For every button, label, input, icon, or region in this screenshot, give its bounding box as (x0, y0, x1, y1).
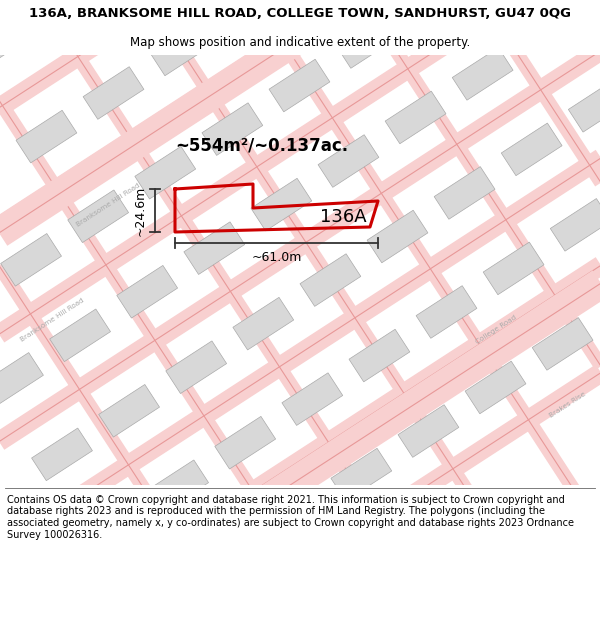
Polygon shape (16, 110, 77, 163)
Polygon shape (150, 23, 211, 76)
Polygon shape (532, 318, 593, 370)
Polygon shape (50, 309, 110, 362)
Text: ~61.0m: ~61.0m (251, 251, 302, 264)
Polygon shape (83, 67, 144, 119)
Polygon shape (300, 254, 361, 306)
Text: Contains OS data © Crown copyright and database right 2021. This information is : Contains OS data © Crown copyright and d… (7, 495, 574, 539)
Polygon shape (269, 59, 330, 112)
Polygon shape (434, 167, 495, 219)
Text: 136A, BRANKSOME HILL ROAD, COLLEGE TOWN, SANDHURST, GU47 0QG: 136A, BRANKSOME HILL ROAD, COLLEGE TOWN,… (29, 8, 571, 20)
Polygon shape (166, 341, 227, 394)
Polygon shape (202, 103, 263, 156)
Polygon shape (318, 135, 379, 188)
Polygon shape (68, 190, 128, 242)
Polygon shape (483, 242, 544, 295)
Polygon shape (233, 298, 294, 350)
Polygon shape (98, 384, 160, 437)
Polygon shape (117, 266, 178, 318)
Polygon shape (568, 79, 600, 132)
Polygon shape (148, 460, 209, 512)
Text: College Road: College Road (475, 314, 517, 346)
Polygon shape (398, 405, 459, 458)
Polygon shape (385, 91, 446, 144)
Text: ~24.6m: ~24.6m (134, 186, 147, 236)
Polygon shape (1, 234, 61, 286)
Text: Brakes Rise: Brakes Rise (549, 391, 587, 419)
Text: 136A: 136A (320, 208, 367, 226)
Polygon shape (465, 361, 526, 414)
Text: Branksome Hill Road: Branksome Hill Road (19, 297, 85, 343)
Polygon shape (32, 428, 92, 481)
Polygon shape (184, 222, 245, 274)
Polygon shape (367, 210, 428, 262)
Polygon shape (0, 352, 43, 405)
Text: Map shows position and indicative extent of the property.: Map shows position and indicative extent… (130, 36, 470, 49)
Polygon shape (349, 329, 410, 382)
Text: Branksome Hill Road: Branksome Hill Road (75, 182, 141, 228)
Polygon shape (282, 373, 343, 426)
Polygon shape (331, 448, 392, 501)
Polygon shape (416, 286, 477, 338)
Polygon shape (0, 22, 20, 75)
Polygon shape (452, 48, 513, 100)
Polygon shape (501, 123, 562, 176)
Polygon shape (215, 416, 275, 469)
Polygon shape (135, 146, 196, 199)
Polygon shape (550, 199, 600, 251)
Text: ~554m²/~0.137ac.: ~554m²/~0.137ac. (175, 136, 348, 154)
Polygon shape (336, 16, 397, 68)
Polygon shape (251, 178, 312, 231)
